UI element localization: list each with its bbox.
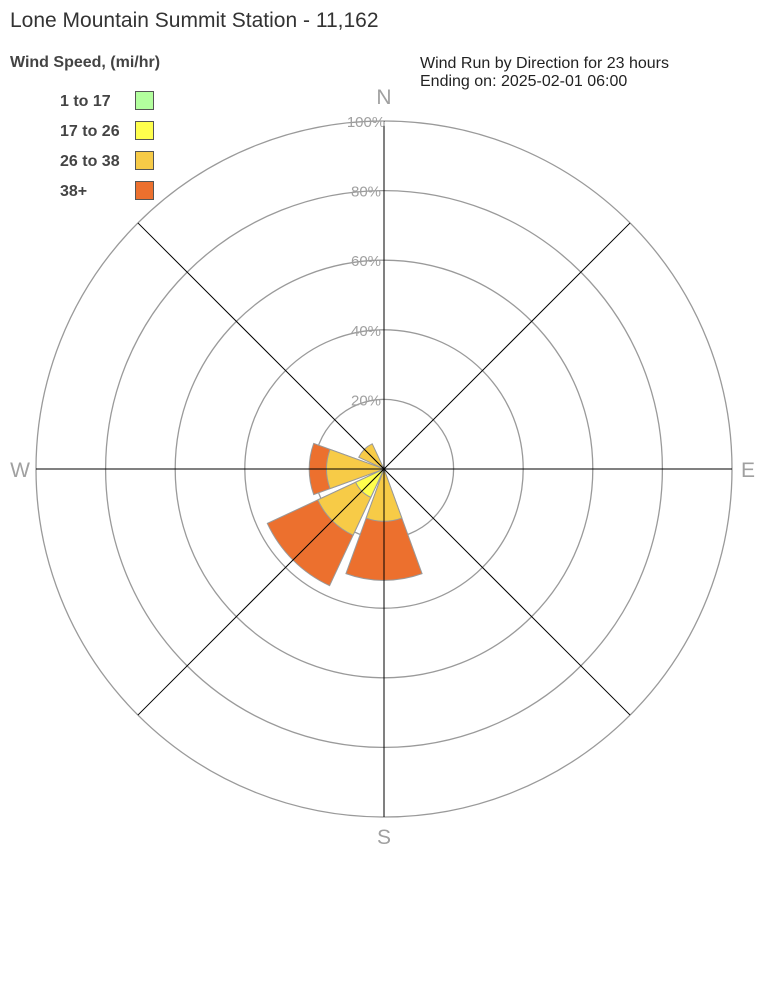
- subtitle-line-1: Wind Run by Direction for 23 hours: [420, 55, 669, 72]
- radial-tick-label: 20%: [351, 392, 381, 409]
- legend-label: 26 to 38: [60, 153, 120, 170]
- legend-swatch: [135, 181, 154, 200]
- chart-subtitle: Wind Run by Direction for 23 hours Endin…: [420, 55, 669, 91]
- direction-label-E: E: [741, 459, 755, 482]
- legend-label: 1 to 17: [60, 93, 111, 110]
- subtitle-line-2: Ending on: 2025-02-01 06:00: [420, 73, 628, 90]
- axis-line: [383, 222, 631, 470]
- axis-line: [137, 222, 385, 470]
- axis-line: [137, 468, 385, 716]
- direction-label-W: W: [10, 459, 30, 482]
- legend-title: Wind Speed, (mi/hr): [10, 54, 161, 71]
- legend-swatch: [135, 151, 154, 170]
- chart-title: Lone Mountain Summit Station - 11,162: [10, 9, 379, 32]
- direction-label-N: N: [376, 86, 391, 109]
- radial-tick-label: 80%: [351, 184, 381, 201]
- radial-tick-label: 100%: [347, 114, 385, 131]
- legend-label: 38+: [60, 183, 88, 200]
- radial-tick-label: 40%: [351, 323, 381, 340]
- legend-swatch: [135, 91, 154, 110]
- radial-tick-label: 60%: [351, 253, 381, 270]
- legend-label: 17 to 26: [60, 123, 120, 140]
- legend-swatch: [135, 121, 154, 140]
- axis-line: [383, 468, 631, 716]
- direction-label-S: S: [377, 826, 391, 849]
